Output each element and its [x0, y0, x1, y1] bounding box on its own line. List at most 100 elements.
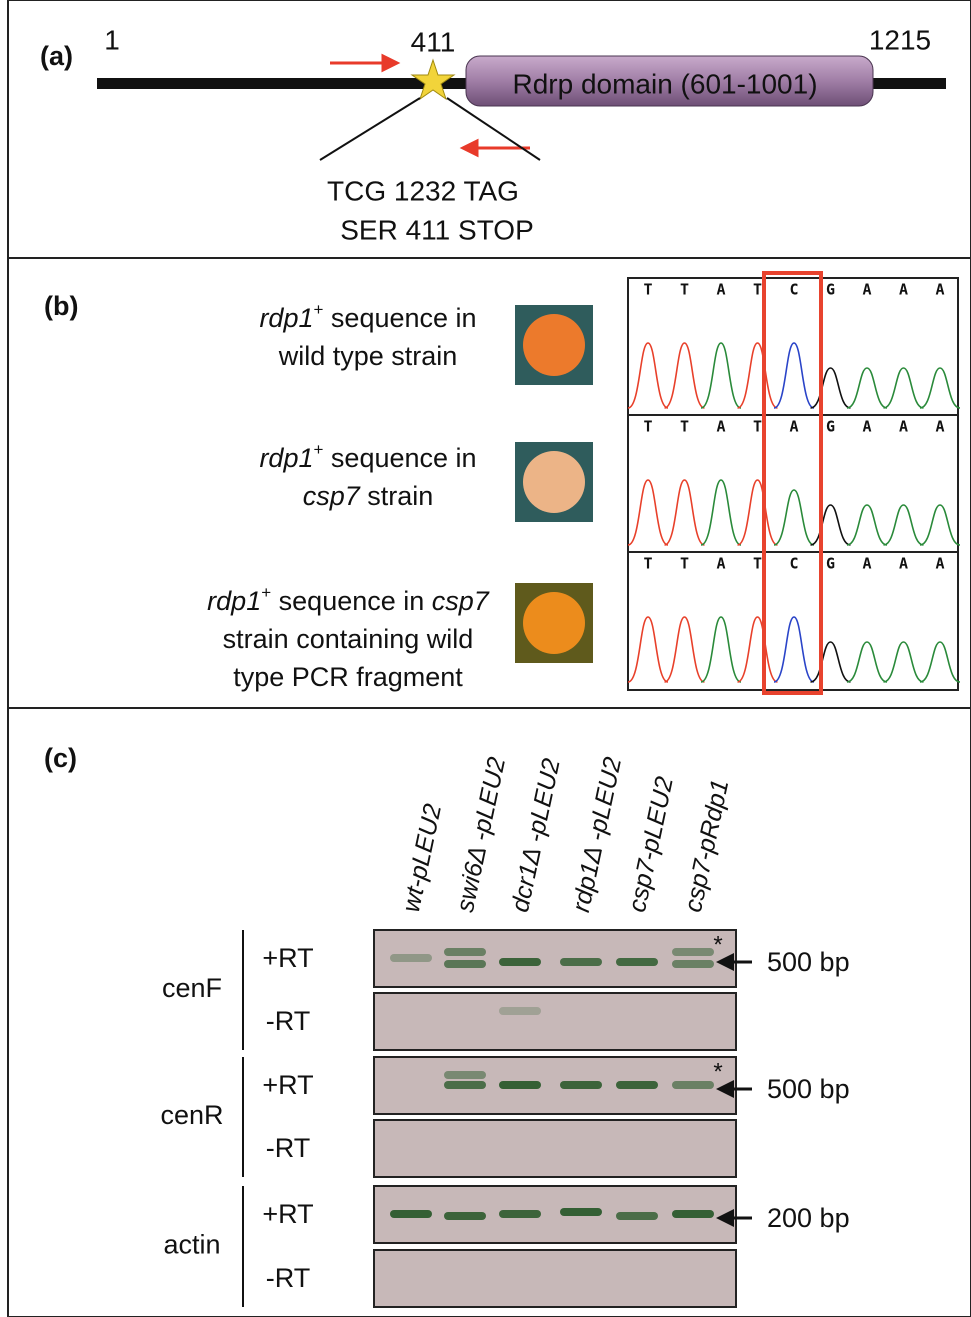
condition-label: -RT — [266, 1006, 311, 1036]
text-segment: type PCR fragment — [233, 662, 463, 692]
base-call: A — [716, 555, 725, 573]
group-label: cenF — [162, 973, 222, 1003]
base-call: A — [899, 555, 908, 573]
chromatogram-frame — [628, 278, 958, 690]
panel-label: (a) — [40, 41, 73, 71]
base-call: A — [862, 418, 871, 436]
base-call: A — [862, 281, 871, 299]
description: rdp1+ sequence in — [259, 300, 476, 333]
gel-band — [560, 1081, 602, 1089]
gel-band — [616, 958, 658, 966]
text-segment: rdp1 — [207, 586, 261, 616]
text-segment: csp7 — [432, 586, 490, 616]
gel-band — [672, 960, 714, 968]
description: strain containing wild — [223, 624, 474, 654]
position-label: 1 — [104, 24, 120, 55]
description: type PCR fragment — [233, 662, 463, 692]
base-call: T — [753, 418, 762, 436]
gel — [374, 1250, 736, 1307]
base-call: T — [643, 281, 652, 299]
gel-band — [444, 1081, 486, 1089]
text-segment: sequence in — [271, 586, 432, 616]
gel-band — [390, 1210, 432, 1218]
base-call: T — [680, 555, 689, 573]
panel-label: (b) — [44, 291, 78, 321]
size-label: 500 bp — [767, 947, 850, 977]
description: csp7 strain — [303, 481, 434, 511]
base-call: G — [826, 281, 835, 299]
condition-label: -RT — [266, 1263, 311, 1293]
base-call: C — [789, 555, 798, 573]
gel-band — [616, 1081, 658, 1089]
gel-band — [499, 1210, 541, 1218]
text-segment: sequence in — [323, 303, 476, 333]
text-segment: csp7 — [303, 481, 361, 511]
base-call: A — [935, 418, 944, 436]
superscript: + — [313, 300, 323, 319]
condition-label: -RT — [266, 1133, 311, 1163]
size-label: 500 bp — [767, 1074, 850, 1104]
group-label: actin — [163, 1230, 220, 1260]
gel — [374, 1120, 736, 1177]
condition-label: +RT — [262, 1199, 313, 1229]
condition-label: +RT — [262, 1070, 313, 1100]
mutation-text: TCG 1232 TAG — [327, 175, 519, 206]
superscript: + — [261, 583, 271, 602]
base-call: G — [826, 418, 835, 436]
base-call: T — [753, 555, 762, 573]
gel-band — [616, 1212, 658, 1220]
text-segment: rdp1 — [259, 443, 313, 473]
panel-label: (c) — [44, 743, 77, 773]
colony — [523, 451, 585, 513]
description: rdp1+ sequence in — [259, 440, 476, 473]
gel-band — [672, 1210, 714, 1218]
asterisk: * — [713, 931, 722, 958]
figure: (a) Rdrp domain (601-1001) 1 411 1215 TC… — [0, 0, 971, 1317]
gel-band — [499, 958, 541, 966]
base-call: A — [789, 418, 798, 436]
asterisk: * — [713, 1058, 722, 1085]
gel-band — [444, 1071, 486, 1079]
gel-band — [672, 1081, 714, 1089]
text-segment: strain containing wild — [223, 624, 474, 654]
gel-band — [560, 958, 602, 966]
gel-band — [444, 1212, 486, 1220]
base-call: G — [826, 555, 835, 573]
colony — [523, 314, 585, 376]
base-call: A — [899, 281, 908, 299]
superscript: + — [313, 440, 323, 459]
size-label: 200 bp — [767, 1203, 850, 1233]
group-label: cenR — [160, 1100, 223, 1130]
base-call: A — [862, 555, 871, 573]
colony — [523, 592, 585, 654]
position-label: 411 — [411, 26, 456, 57]
gel — [374, 993, 736, 1050]
base-call: T — [643, 418, 652, 436]
base-call: T — [643, 555, 652, 573]
base-call: T — [753, 281, 762, 299]
domain-label: Rdrp domain (601-1001) — [512, 68, 817, 99]
gel-band — [560, 1208, 602, 1216]
text-segment: sequence in — [323, 443, 476, 473]
base-call: A — [716, 418, 725, 436]
gel-band — [444, 960, 486, 968]
base-call: A — [716, 281, 725, 299]
text-segment: rdp1 — [259, 303, 313, 333]
base-call: A — [899, 418, 908, 436]
mutation-text: SER 411 STOP — [340, 214, 534, 245]
condition-label: +RT — [262, 943, 313, 973]
base-call: C — [789, 281, 798, 299]
base-call: A — [935, 555, 944, 573]
gel-band — [444, 948, 486, 956]
position-label: 1215 — [869, 24, 931, 55]
base-call: A — [935, 281, 944, 299]
description: rdp1+ sequence in csp7 — [207, 583, 490, 616]
base-call: T — [680, 418, 689, 436]
gel-band — [499, 1007, 541, 1015]
gel-band — [390, 954, 432, 962]
gel-band — [499, 1081, 541, 1089]
text-segment: wild type strain — [278, 341, 458, 371]
text-segment: strain — [360, 481, 434, 511]
base-call: T — [680, 281, 689, 299]
gel-band — [672, 948, 714, 956]
